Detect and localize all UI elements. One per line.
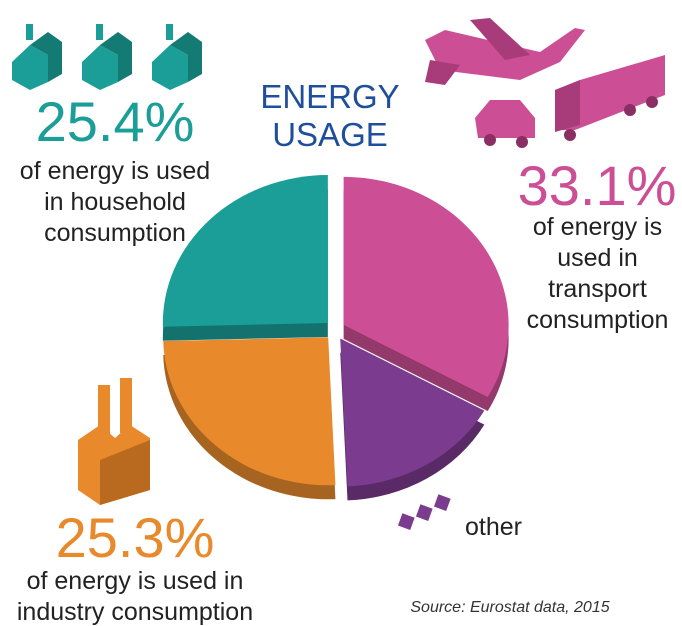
category-label: of energy is used in household consumpti… [10,156,220,249]
infographic: ENERGY USAGE 25.4% of energy is used in … [0,0,682,626]
category-label: of energy is used in transport consumpti… [520,212,675,336]
source-note: Source: Eurostat data, 2015 [380,598,640,618]
slice [163,337,335,485]
chart-title: ENERGY USAGE [250,78,410,154]
house-icons [12,24,202,90]
category-label: other [465,512,545,543]
category-label: of energy is used in industry consumptio… [0,566,270,626]
transport-icons [425,18,665,148]
other-icon [398,494,451,530]
value-label: 33.1% [507,156,682,216]
factory-icon [78,378,150,505]
value-label: 25.4% [0,92,230,152]
value-label: 25.3% [25,508,245,568]
